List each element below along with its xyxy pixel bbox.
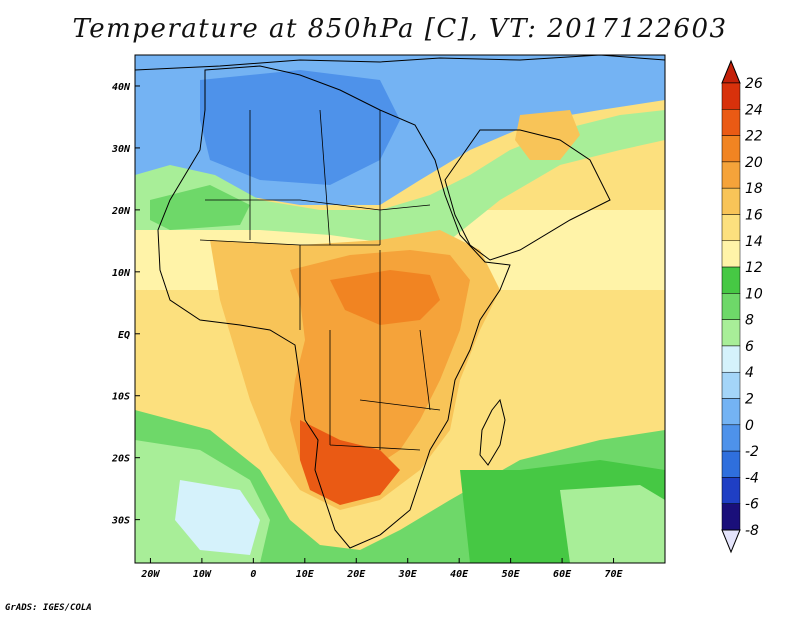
- y-tick-label: 10N: [112, 268, 131, 279]
- colorbar-label: 24: [745, 102, 763, 118]
- x-tick-label: 20W: [140, 569, 160, 580]
- colorbar-label: 18: [745, 181, 763, 197]
- grads-credit: GrADS: IGES/COLA: [5, 603, 92, 613]
- colorbar-swatch: [721, 187, 741, 215]
- colorbar-label: 8: [745, 313, 754, 329]
- colorbar-label: 2: [745, 392, 754, 408]
- x-tick-label: 60E: [553, 569, 572, 580]
- colorbar-swatch: [721, 293, 741, 320]
- axis-ticks: 20W 10W 0 10E 20E 30E 40E 50E 60E 70E 40N 30N 20N 10N…: [111, 82, 624, 580]
- colorbar-swatch: [721, 477, 741, 504]
- x-tick-label: 10E: [296, 569, 315, 580]
- colorbar-label: 6: [745, 339, 754, 355]
- x-tick-label: 40E: [450, 569, 469, 580]
- field-arabia-warm: [515, 110, 580, 160]
- colorbar-swatch: [721, 503, 741, 531]
- colorbar-label: 10: [745, 286, 763, 302]
- colorbar-swatch: [721, 214, 741, 242]
- colorbar-swatch: [721, 319, 741, 347]
- colorbar-label: 20: [745, 155, 763, 171]
- colorbar-label: -2: [745, 444, 759, 460]
- colorbar-swatch: [721, 161, 741, 189]
- y-tick-label: EQ: [118, 330, 130, 341]
- europe-coastline: [135, 55, 665, 71]
- field-hottest-south: [300, 420, 400, 505]
- colorbar-label: -6: [745, 497, 759, 513]
- arabia-coastline: [444, 129, 611, 261]
- colorbar-swatch: [721, 345, 741, 373]
- colorbar-swatch: [721, 82, 741, 110]
- map-title: Temperature at 850hPa [C], VT: 201712260…: [72, 14, 728, 44]
- field-coldest-southwest: [175, 480, 260, 555]
- y-tick-label: 30S: [111, 516, 130, 527]
- colorbar-label: -8: [745, 523, 759, 539]
- colorbar-above-arrow: [721, 59, 741, 84]
- y-tick-label: 30N: [111, 144, 131, 155]
- colorbar-swatch: [721, 109, 741, 136]
- field-hotter-central: [330, 270, 440, 325]
- colorbar-below-arrow: [721, 529, 741, 554]
- colorbar-swatch: [721, 424, 741, 452]
- colorbar-label: 14: [745, 234, 763, 250]
- coastlines: [135, 55, 665, 549]
- colorbar-swatch: [721, 371, 741, 399]
- field-green-sahel: [150, 185, 250, 230]
- x-tick-label: 30E: [398, 569, 418, 580]
- colorbar-label: 22: [745, 129, 763, 145]
- colorbar-swatch: [721, 135, 741, 163]
- border-lines: [199, 109, 441, 451]
- x-tick-label: 50E: [502, 569, 521, 580]
- y-tick-label: 20N: [111, 206, 131, 217]
- x-tick-label: 0: [250, 569, 256, 580]
- x-tick-label: 70E: [605, 569, 624, 580]
- x-tick-label: 10W: [193, 569, 212, 580]
- temperature-field: [135, 55, 665, 563]
- x-tick-label: 20E: [346, 569, 366, 580]
- country-borders: [199, 109, 441, 451]
- plot-frame: [134, 54, 666, 564]
- colorbar-swatch: [721, 398, 741, 426]
- colorbar-swatch: [721, 240, 741, 268]
- y-tick-label: 40N: [112, 82, 131, 93]
- colorbar-label: 4: [745, 365, 754, 381]
- colorbar-swatch: [721, 266, 741, 294]
- africa-coastline: [157, 65, 511, 549]
- madagascar-coastline: [479, 398, 506, 466]
- colorbar-label: 16: [745, 207, 763, 223]
- colorbar-label: 12: [745, 260, 763, 276]
- colorbar-label: 0: [745, 418, 754, 434]
- colorbar-swatch: [721, 450, 741, 478]
- colorbar-label: 26: [745, 76, 763, 92]
- y-tick-label: 10S: [112, 392, 130, 403]
- field-cool-southeast: [560, 485, 665, 563]
- y-tick-label: 20S: [111, 454, 130, 465]
- colorbar-label: -4: [745, 470, 759, 486]
